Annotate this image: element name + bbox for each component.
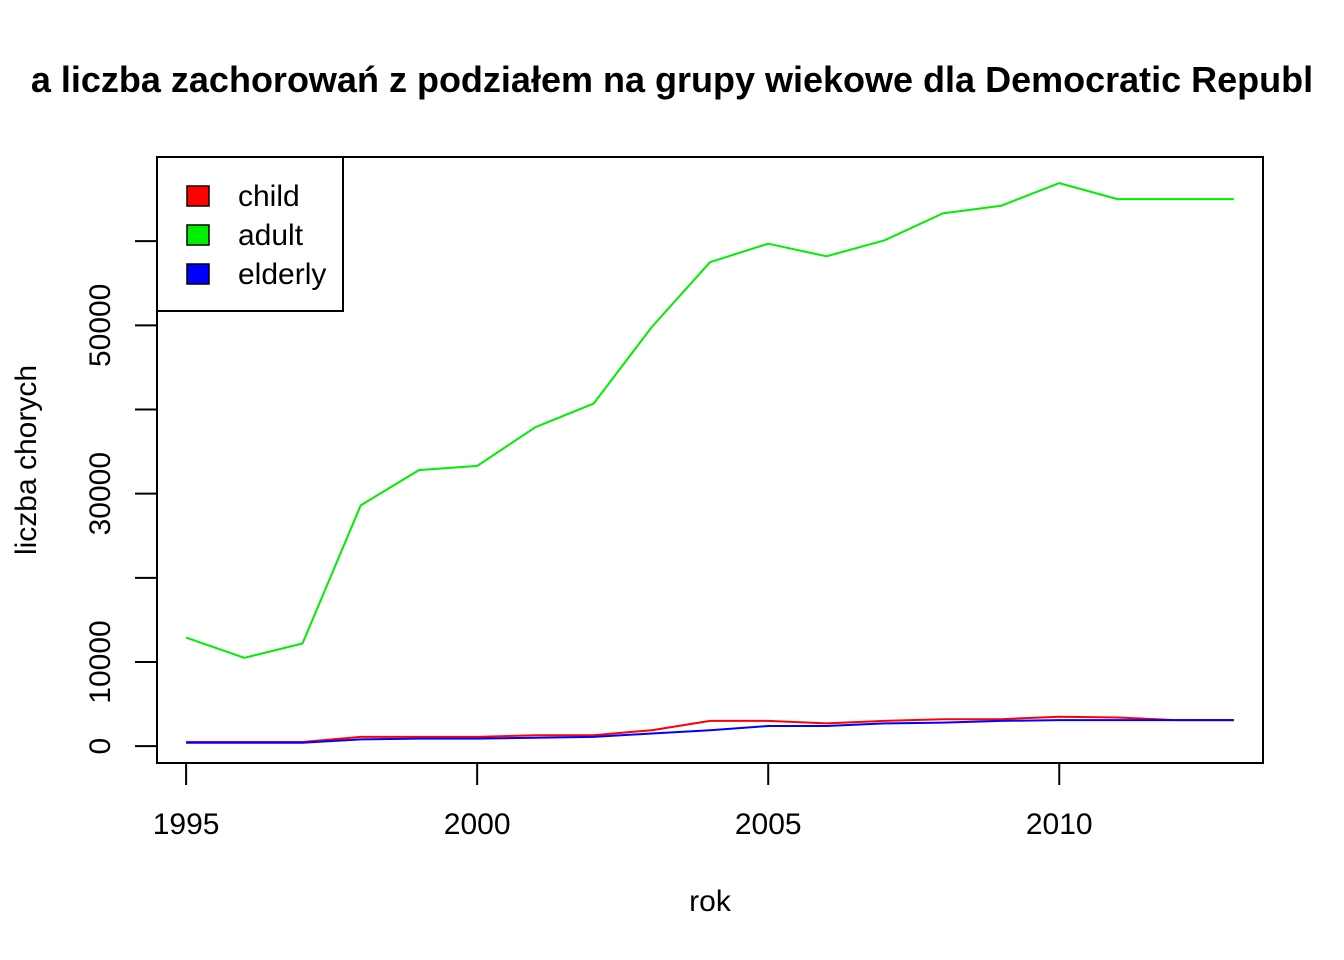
series-line-elderly xyxy=(186,719,1234,744)
series-layer xyxy=(185,182,1234,744)
y-tick-label: 30000 xyxy=(84,452,117,535)
legend-label-child: child xyxy=(238,180,300,213)
legend-label-adult: adult xyxy=(238,219,304,252)
x-axis-title: rok xyxy=(689,885,732,918)
legend: child adult elderly xyxy=(156,156,344,312)
legend-label-elderly: elderly xyxy=(238,258,326,291)
y-tick-label: 50000 xyxy=(84,284,117,367)
y-axis: 0 10000 30000 50000 xyxy=(84,240,158,755)
chart-title: a liczba zachorowań z podziałem na grupy… xyxy=(31,59,1313,100)
series-line-adult xyxy=(185,182,1234,659)
y-axis-title: liczba chorych xyxy=(10,365,43,555)
x-axis: 1995 2000 2005 2010 xyxy=(153,762,1093,841)
legend-swatch-adult xyxy=(186,224,210,246)
y-tick-label: 10000 xyxy=(84,620,117,703)
x-tick-label: 1995 xyxy=(153,808,220,841)
legend-swatch-elderly xyxy=(186,263,210,285)
x-tick-label: 2010 xyxy=(1026,808,1093,841)
x-tick-label: 2000 xyxy=(444,808,511,841)
series-line-child xyxy=(186,715,1234,743)
x-tick-label: 2005 xyxy=(735,808,802,841)
legend-swatch-child xyxy=(186,185,210,207)
y-tick-label: 0 xyxy=(84,738,117,755)
